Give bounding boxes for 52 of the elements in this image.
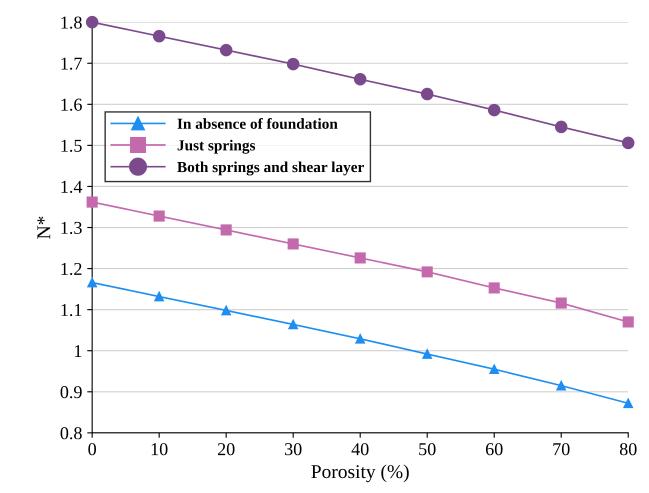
point [152, 30, 166, 42]
point [488, 104, 500, 116]
point [220, 44, 232, 56]
point [422, 266, 433, 278]
y-tick-label: 1.7 [61, 58, 82, 70]
point [355, 334, 366, 344]
y-tick-label: 1.5 [61, 140, 82, 152]
x-tick-label: 30 [285, 443, 302, 456]
point [489, 364, 500, 374]
point [354, 252, 366, 264]
x-tick-label: 0 [88, 443, 96, 456]
point [286, 58, 300, 70]
point [420, 88, 434, 100]
point [623, 398, 634, 408]
y-tick-label: 1.6 [61, 98, 82, 111]
point [622, 316, 634, 328]
y-axis-title: N* [37, 216, 50, 239]
point [87, 278, 98, 288]
point [556, 298, 567, 309]
x-tick-label: 80 [620, 443, 637, 456]
y-tick-label: 1.2 [61, 262, 82, 276]
y-tick-label: 0.9 [60, 386, 82, 398]
point [288, 238, 299, 250]
y-tick-label: 1.3 [61, 222, 82, 234]
x-tick-label: 70 [553, 443, 570, 456]
x-tick-label: 10 [152, 443, 168, 456]
x-axis-title: Porosity (%) [311, 464, 409, 482]
y-tick-label: 0.8 [60, 427, 82, 440]
point [86, 16, 98, 28]
point [622, 136, 634, 150]
x-tick-label: 50 [419, 443, 436, 456]
y-tick-label: 1.4 [61, 180, 82, 193]
point [86, 196, 98, 208]
point [221, 306, 232, 316]
legend-label: Both springs and shear layer [177, 161, 364, 176]
point [422, 349, 432, 359]
point [554, 120, 568, 134]
x-tick-label: 40 [352, 443, 369, 456]
point [154, 210, 165, 222]
x-tick-label: 60 [486, 443, 503, 456]
point [154, 292, 164, 302]
legend-label: In absence of foundation [177, 118, 338, 129]
point [556, 380, 566, 390]
point [288, 320, 298, 330]
y-tick-label: 1 [74, 345, 82, 357]
y-tick-label: 1.8 [61, 16, 82, 29]
point [488, 282, 500, 294]
y-tick-label: 1.1 [61, 304, 82, 316]
point [220, 224, 232, 236]
legend-label: Just springs [178, 140, 256, 154]
point [354, 73, 366, 86]
x-tick-label: 20 [218, 443, 235, 456]
